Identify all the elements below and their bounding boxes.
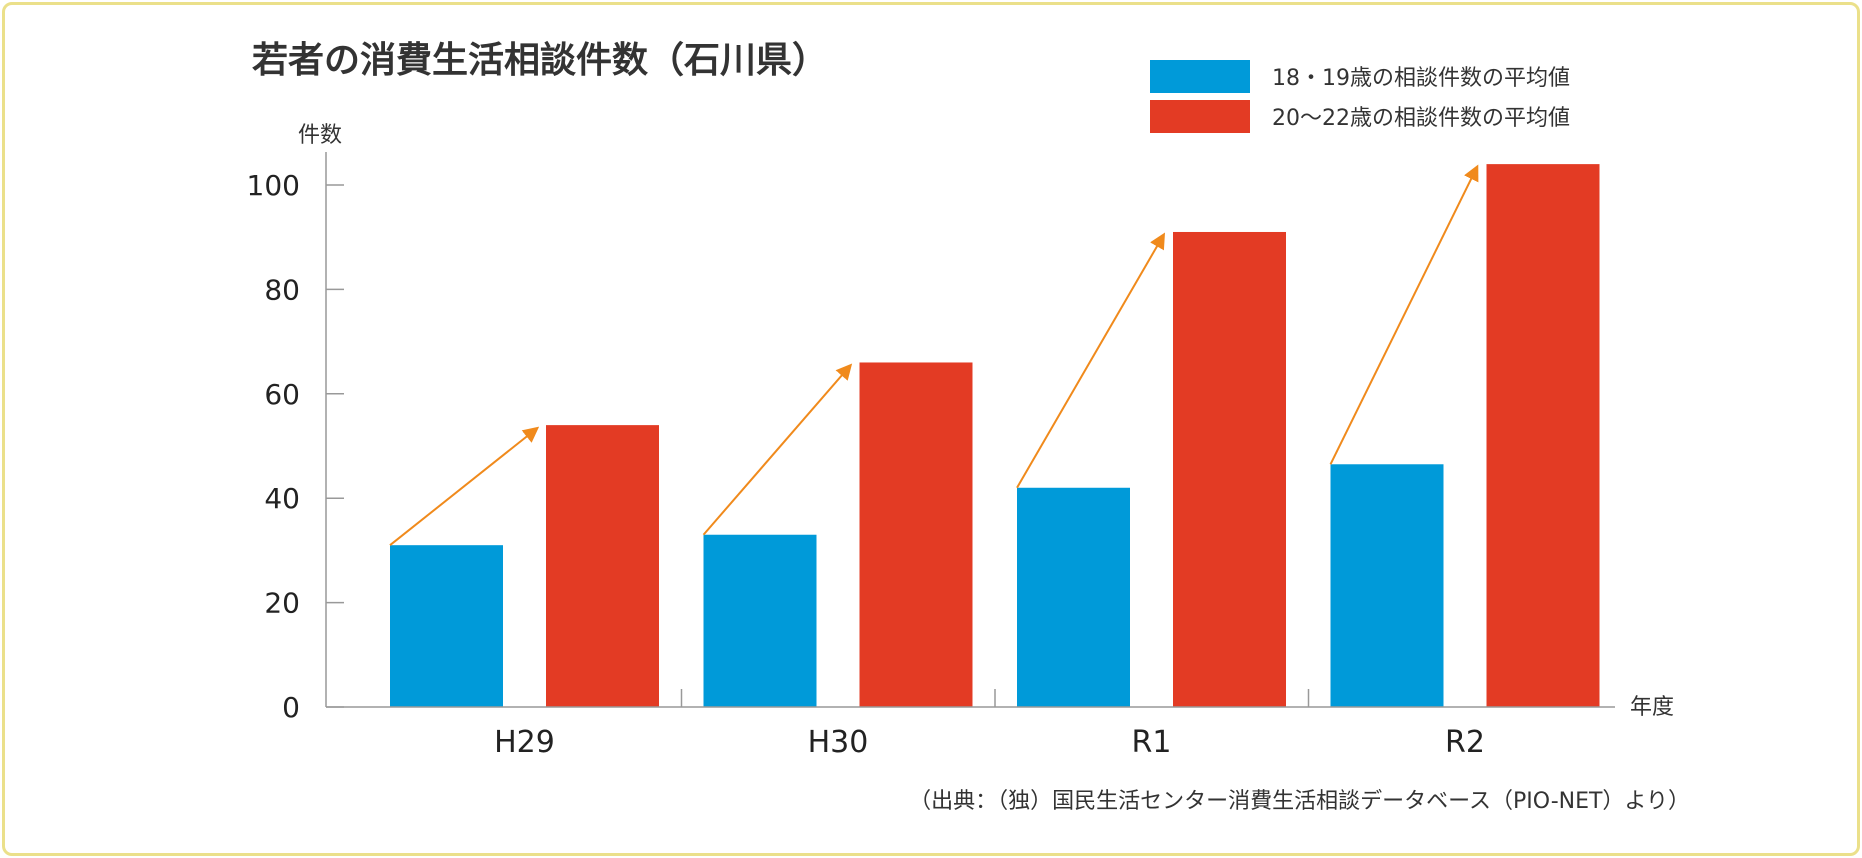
bar-20-22-R2: [1486, 164, 1600, 707]
bar-18-19-R2: [1330, 464, 1444, 707]
y-tick-label: 60: [264, 378, 300, 411]
bars: [390, 164, 1600, 708]
chart-title: 若者の消費生活相談件数（石川県）: [252, 40, 828, 81]
y-tick-label: 20: [264, 587, 300, 620]
x-tick-label: H29: [494, 725, 555, 760]
x-axis-ticks: H29 H30 R1 R2: [494, 689, 1485, 760]
bar-18-19-H30: [703, 534, 817, 707]
growth-arrow-H30: [702, 363, 853, 536]
axes: [325, 152, 1615, 708]
y-tick-label: 0: [282, 691, 300, 724]
x-tick-label: H30: [808, 725, 869, 760]
source-note: （出典：（独）国民生活センター消費生活相談データベース（PIO-NET）より）: [909, 789, 1690, 814]
bar-20-22-R1: [1173, 231, 1286, 708]
legend-swatch-20-22: [1150, 100, 1250, 133]
x-axis-label: 年度: [1630, 695, 1674, 720]
growth-arrow-H29: [389, 426, 540, 546]
growth-arrow-R1: [1016, 232, 1166, 489]
y-tick-label: 40: [264, 482, 300, 515]
bar-20-22-H29: [546, 425, 659, 707]
x-tick-label: R1: [1132, 725, 1172, 760]
y-axis-label: 件数: [298, 123, 342, 148]
legend-swatch-18-19: [1150, 60, 1250, 93]
legend-label-18-19: 18・19歳の相談件数の平均値: [1272, 66, 1570, 91]
y-tick-label: 100: [247, 169, 300, 202]
growth-arrows: [389, 164, 1479, 546]
growth-arrow-R2: [1329, 164, 1479, 465]
y-axis-ticks: 0 20 40 60 80 100: [247, 169, 344, 724]
legend: 18・19歳の相談件数の平均値 20〜22歳の相談件数の平均値: [1150, 60, 1570, 133]
legend-label-20-22: 20〜22歳の相談件数の平均値: [1272, 106, 1570, 131]
bar-20-22-H30: [859, 362, 973, 707]
bar-18-19-R1: [1017, 487, 1130, 707]
bar-18-19-H29: [390, 545, 503, 707]
y-tick-label: 80: [264, 273, 300, 306]
x-tick-label: R2: [1445, 725, 1485, 760]
